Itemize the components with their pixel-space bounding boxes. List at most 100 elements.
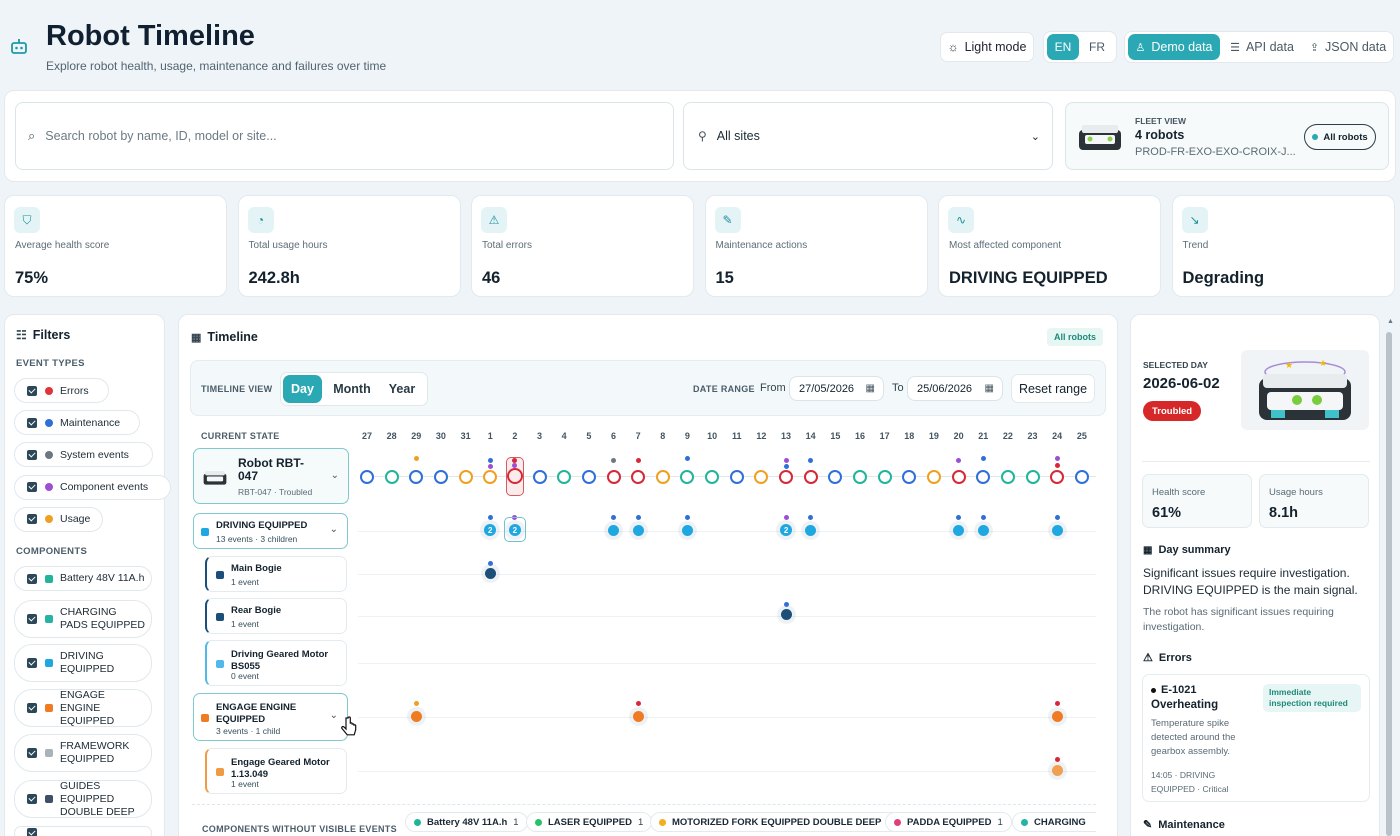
day-summary-detail: The robot has significant issues requiri… [1143,606,1334,633]
lang-fr-button[interactable]: FR [1089,40,1105,54]
demo-data-button[interactable]: ♙ Demo data [1128,34,1220,60]
api-data-button[interactable]: ☰ API data [1230,40,1294,54]
component-child-row[interactable]: Main Bogie 1 event [205,556,347,592]
event-cluster[interactable]: 2 [484,524,497,536]
day-state-marker[interactable] [483,470,498,484]
filter-component[interactable]: Battery 48V 11A.h [14,566,152,591]
event-marker[interactable] [805,525,817,536]
day-state-marker[interactable] [1025,470,1040,484]
site-select[interactable]: ⚲ All sites ⌄ [683,102,1053,170]
day-state-marker[interactable] [853,470,867,484]
day-state-marker[interactable] [606,470,621,484]
component-child-row[interactable]: Rear Bogie 1 event [205,598,347,634]
event-marker[interactable] [780,609,792,620]
event-marker[interactable] [1051,765,1063,776]
checkbox[interactable] [27,614,37,624]
day-label: 16 [854,431,865,441]
filter-event-type[interactable]: Component events [14,474,172,500]
checkbox[interactable] [27,514,37,525]
checkbox[interactable] [27,482,37,493]
hidden-component-chip[interactable]: Battery 48V 11A.h 1 [405,812,528,832]
event-marker[interactable] [1051,711,1063,722]
day-state-marker[interactable] [680,470,695,484]
event-marker[interactable] [484,568,496,579]
event-marker[interactable] [632,711,644,722]
day-state-marker[interactable] [506,468,523,484]
component-child-row[interactable]: Engage Geared Motor 1.13.049 1 event [205,748,347,794]
day-state-marker[interactable] [360,470,374,484]
day-state-marker[interactable] [1000,470,1015,484]
scrollbar[interactable]: ▲ [1385,318,1394,836]
day-state-marker[interactable] [631,470,646,484]
filter-component[interactable]: CHARGING PADS EQUIPPED [14,600,152,638]
filter-event-type[interactable]: Usage [14,506,103,532]
event-marker[interactable] [410,711,422,722]
date-from-input[interactable]: 27/05/2026 ▦ [789,376,884,401]
event-marker[interactable] [1051,525,1063,536]
day-state-marker[interactable] [532,470,547,484]
event-cluster[interactable]: 2 [508,524,521,536]
filter-event-type[interactable]: Errors [14,378,110,403]
day-state-marker[interactable] [828,470,843,484]
lang-en-button[interactable]: EN [1047,34,1079,60]
checkbox[interactable] [27,385,37,396]
filter-event-type[interactable]: System events [14,442,153,468]
checkbox[interactable] [27,703,37,713]
hidden-component-chip[interactable]: LASER EQUIPPED 1 [526,812,653,832]
day-state-marker[interactable] [976,470,991,484]
day-state-marker[interactable] [581,470,596,484]
day-state-marker[interactable] [779,470,794,484]
all-robots-button[interactable]: All robots [1304,124,1376,150]
date-to-input[interactable]: 25/06/2026 ▦ [907,376,1003,401]
event-marker[interactable] [953,525,965,536]
checkbox[interactable] [27,417,37,428]
view-year-button[interactable]: Year [388,382,416,396]
day-state-marker[interactable] [705,470,720,484]
day-state-marker[interactable] [557,470,572,484]
component-group-row[interactable]: DRIVING EQUIPPED 13 events · 3 children … [193,513,348,549]
day-state-marker[interactable] [754,470,769,484]
json-data-button[interactable]: ⇪ JSON data [1309,40,1387,54]
robot-row-header[interactable]: Robot RBT-047 RBT-047 · Troubled ⌄ [193,448,349,504]
filter-component[interactable]: ENGAGE ENGINE EQUIPPED [14,689,152,727]
day-state-marker[interactable] [1050,470,1065,484]
day-state-marker[interactable] [458,470,473,484]
day-state-marker[interactable] [877,470,892,484]
filter-event-type[interactable]: Maintenance [14,410,141,436]
day-state-marker[interactable] [433,470,448,484]
view-month-button[interactable]: Month [333,382,371,396]
day-state-marker[interactable] [902,470,917,484]
day-state-marker[interactable] [1074,470,1089,484]
hidden-component-chip[interactable]: PADDA EQUIPPED 1 [885,812,1012,832]
event-cluster[interactable]: 2 [780,524,793,536]
filter-component[interactable] [14,826,152,836]
component-group-row[interactable]: ENGAGE ENGINE EQUIPPED 3 events · 1 chil… [193,693,348,741]
day-state-marker[interactable] [729,470,744,484]
checkbox[interactable] [27,794,37,804]
event-marker[interactable] [632,525,644,536]
hidden-component-chip[interactable]: MOTORIZED FORK EQUIPPED DOUBLE DEEP 1 [650,812,902,832]
day-state-marker[interactable] [655,470,670,484]
reset-range-button[interactable]: Reset range [1011,374,1095,403]
event-marker[interactable] [608,525,619,536]
checkbox[interactable] [27,658,37,668]
day-state-marker[interactable] [409,470,424,484]
filter-component[interactable]: GUIDES EQUIPPED DOUBLE DEEP [14,780,152,818]
checkbox[interactable] [27,748,37,758]
event-marker[interactable] [977,525,989,536]
filter-component[interactable]: FRAMEWORK EQUIPPED [14,734,152,772]
day-state-marker[interactable] [384,470,399,484]
checkbox[interactable] [27,449,37,460]
light-mode-button[interactable]: ☼ Light mode [940,32,1034,62]
view-day-button[interactable]: Day [283,375,322,403]
day-state-marker[interactable] [926,470,941,484]
event-marker[interactable] [681,525,693,536]
checkbox[interactable] [27,573,37,584]
search-input[interactable]: ⌕ Search robot by name, ID, model or sit… [15,102,674,170]
filter-component[interactable]: DRIVING EQUIPPED [14,644,152,682]
day-state-marker[interactable] [951,470,966,484]
error-card[interactable]: E-1021 Overheating Immediate inspection … [1142,674,1370,802]
day-state-marker[interactable] [803,470,818,484]
component-child-row[interactable]: Driving Geared Motor BS055 0 event [205,640,347,686]
hidden-component-chip[interactable]: CHARGING [1012,812,1096,832]
